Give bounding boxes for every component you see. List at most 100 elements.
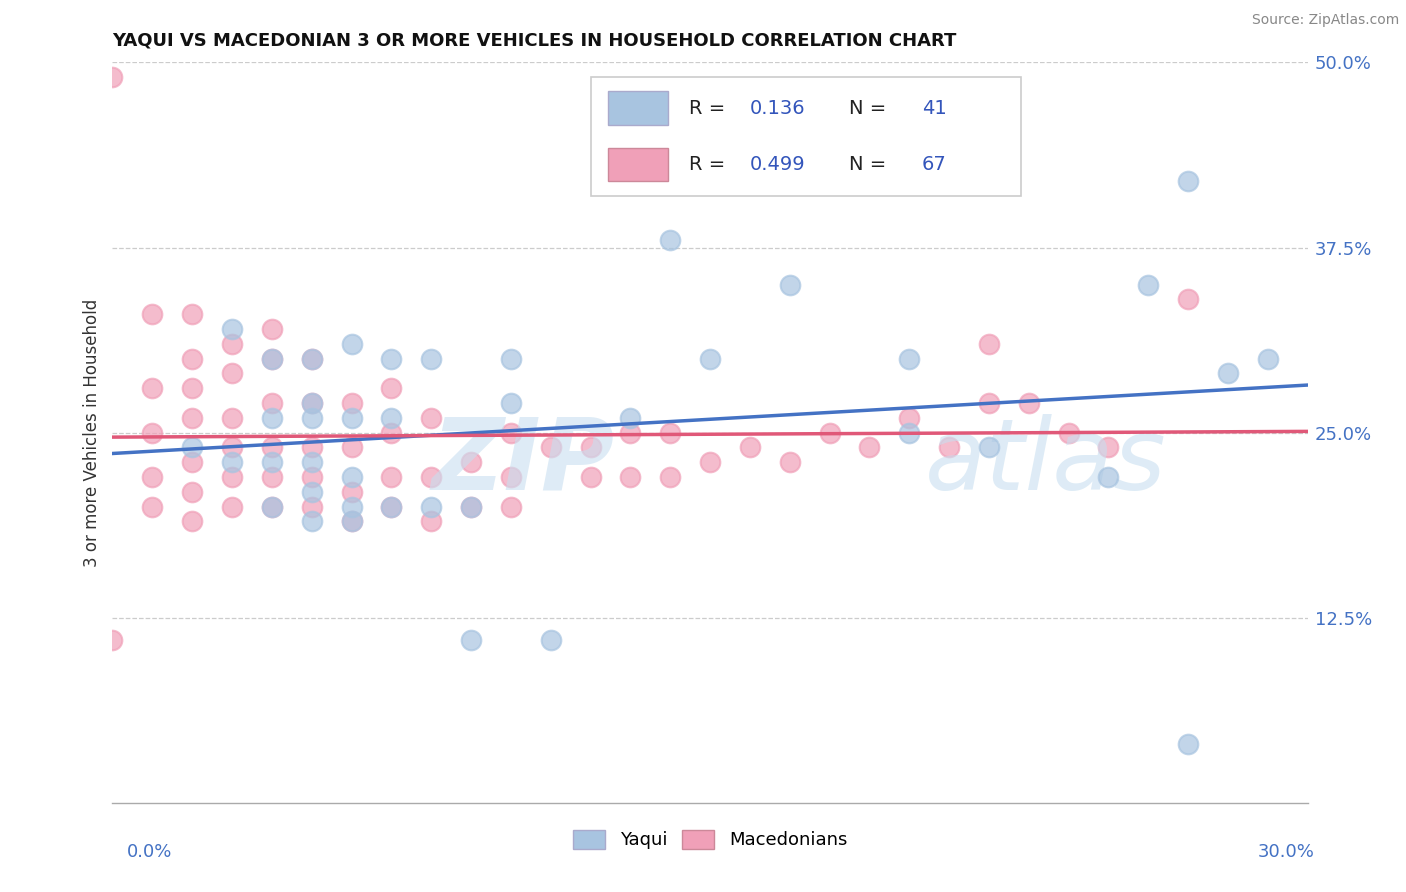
Point xyxy=(1097,470,1119,484)
Point xyxy=(380,425,402,440)
Point xyxy=(301,351,323,366)
Point xyxy=(1177,737,1199,751)
Point xyxy=(221,441,243,455)
Text: 30.0%: 30.0% xyxy=(1258,843,1315,861)
Y-axis label: 3 or more Vehicles in Household: 3 or more Vehicles in Household xyxy=(83,299,101,566)
Point xyxy=(221,500,243,514)
Point xyxy=(301,500,323,514)
Point xyxy=(380,470,402,484)
Point xyxy=(221,410,243,425)
Point xyxy=(1257,351,1279,366)
Point xyxy=(260,410,283,425)
Point xyxy=(221,322,243,336)
Point xyxy=(340,515,363,529)
Point xyxy=(181,307,204,321)
Point xyxy=(977,441,1000,455)
Point xyxy=(260,351,283,366)
Point xyxy=(260,441,283,455)
Point xyxy=(499,500,522,514)
Point xyxy=(977,336,1000,351)
Point xyxy=(181,351,204,366)
Point xyxy=(221,336,243,351)
Text: 0.0%: 0.0% xyxy=(127,843,172,861)
Point xyxy=(301,484,323,499)
Point xyxy=(779,277,801,292)
Point xyxy=(301,455,323,469)
Point xyxy=(420,351,443,366)
Point xyxy=(659,233,682,247)
Point xyxy=(619,425,641,440)
Point xyxy=(181,455,204,469)
Point xyxy=(260,322,283,336)
Point xyxy=(340,396,363,410)
Point xyxy=(659,425,682,440)
Point xyxy=(221,367,243,381)
Point xyxy=(460,455,482,469)
Point xyxy=(101,632,124,647)
Point xyxy=(301,396,323,410)
Point xyxy=(540,632,562,647)
Point xyxy=(181,515,204,529)
Point xyxy=(141,307,163,321)
Point xyxy=(898,410,921,425)
Point xyxy=(301,396,323,410)
Point xyxy=(260,455,283,469)
Point xyxy=(260,470,283,484)
Point xyxy=(619,410,641,425)
Point xyxy=(460,500,482,514)
Point xyxy=(340,515,363,529)
Point xyxy=(699,455,721,469)
Point xyxy=(260,500,283,514)
Text: atlas: atlas xyxy=(925,414,1167,511)
Point xyxy=(260,396,283,410)
Point xyxy=(260,500,283,514)
Point xyxy=(858,441,880,455)
Point xyxy=(141,381,163,395)
Point xyxy=(380,381,402,395)
Point xyxy=(301,515,323,529)
Point xyxy=(181,410,204,425)
Point xyxy=(499,425,522,440)
Point xyxy=(141,470,163,484)
Point xyxy=(340,410,363,425)
Point xyxy=(260,351,283,366)
Legend: Yaqui, Macedonians: Yaqui, Macedonians xyxy=(565,823,855,856)
Point xyxy=(499,470,522,484)
Point xyxy=(579,470,602,484)
Point xyxy=(101,70,124,85)
Point xyxy=(181,381,204,395)
Point xyxy=(738,441,761,455)
Point xyxy=(340,441,363,455)
Point xyxy=(141,500,163,514)
Point xyxy=(499,351,522,366)
Point xyxy=(301,410,323,425)
Point xyxy=(938,441,960,455)
Point xyxy=(818,425,841,440)
Point xyxy=(540,441,562,455)
Point xyxy=(1018,396,1040,410)
Point xyxy=(1216,367,1239,381)
Point xyxy=(420,515,443,529)
Point xyxy=(181,441,204,455)
Point xyxy=(340,500,363,514)
Point xyxy=(221,470,243,484)
Point xyxy=(499,396,522,410)
Point xyxy=(659,470,682,484)
Point xyxy=(619,470,641,484)
Point xyxy=(898,425,921,440)
Point xyxy=(460,500,482,514)
Point xyxy=(141,425,163,440)
Point xyxy=(301,441,323,455)
Point xyxy=(221,455,243,469)
Point xyxy=(181,484,204,499)
Point xyxy=(340,470,363,484)
Point xyxy=(579,441,602,455)
Point xyxy=(1177,174,1199,188)
Point xyxy=(301,470,323,484)
Point xyxy=(380,500,402,514)
Point xyxy=(1057,425,1080,440)
Point xyxy=(340,484,363,499)
Point xyxy=(779,455,801,469)
Point xyxy=(1137,277,1160,292)
Text: Source: ZipAtlas.com: Source: ZipAtlas.com xyxy=(1251,13,1399,28)
